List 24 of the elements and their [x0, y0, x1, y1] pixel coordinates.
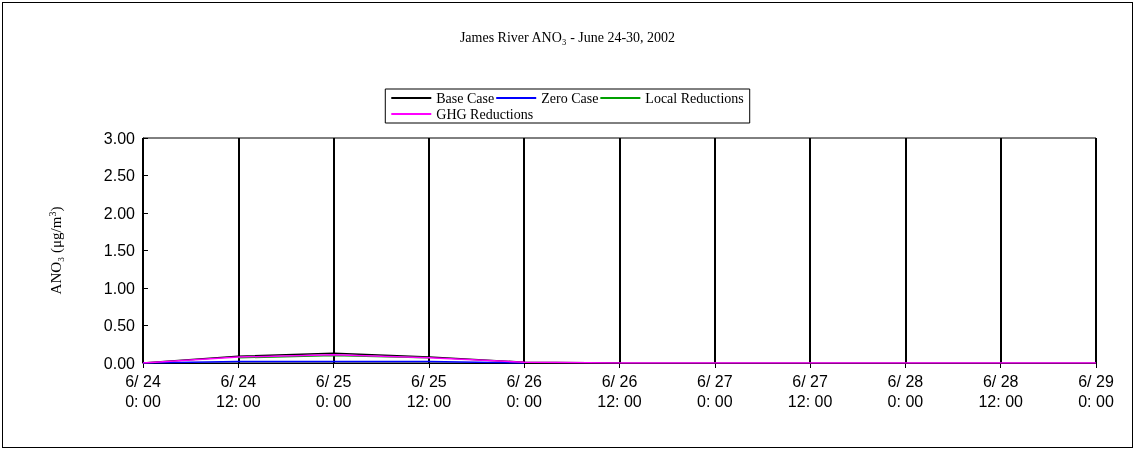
x-tick-label: 6/ 27 0: 00 — [697, 372, 733, 410]
x-tick-label: 6/ 29 0: 00 — [1078, 372, 1114, 410]
x-tick-label: 6/ 26 12: 00 — [597, 372, 642, 410]
x-tick-label: 6/ 25 0: 00 — [315, 372, 352, 410]
legend-label: Local Reductions — [645, 90, 744, 106]
legend-label: GHG Reductions — [436, 106, 534, 122]
y-tick-label: 0.00 — [103, 354, 136, 372]
y-tick-label: 3.00 — [103, 129, 136, 147]
x-tick-label: 6/ 24 0: 00 — [125, 372, 161, 410]
x-tick-label: 6/ 28 12: 00 — [978, 372, 1024, 410]
chart-title: James River ANO₃ - June 24-30, 2002 — [459, 29, 676, 45]
legend-label: Base Case — [436, 90, 495, 106]
y-tick-label: 1.00 — [103, 279, 136, 297]
y-tick-label: 2.50 — [103, 167, 136, 184]
x-tick-label: 6/ 25 12: 00 — [406, 372, 452, 410]
y-axis-title: ANO₃ (μg/m3) — [46, 206, 65, 295]
x-tick-label: 6/ 24 12: 00 — [216, 372, 261, 410]
y-tick-label: 1.50 — [103, 242, 136, 259]
legend-label: Zero Case — [541, 90, 599, 106]
x-tick-label: 6/ 26 0: 00 — [506, 372, 543, 410]
y-tick-label: 0.50 — [103, 317, 136, 334]
y-tick-label: 2.00 — [103, 204, 136, 222]
x-tick-label: 6/ 27 12: 00 — [787, 372, 833, 410]
x-tick-label: 6/ 28 0: 00 — [887, 372, 924, 410]
